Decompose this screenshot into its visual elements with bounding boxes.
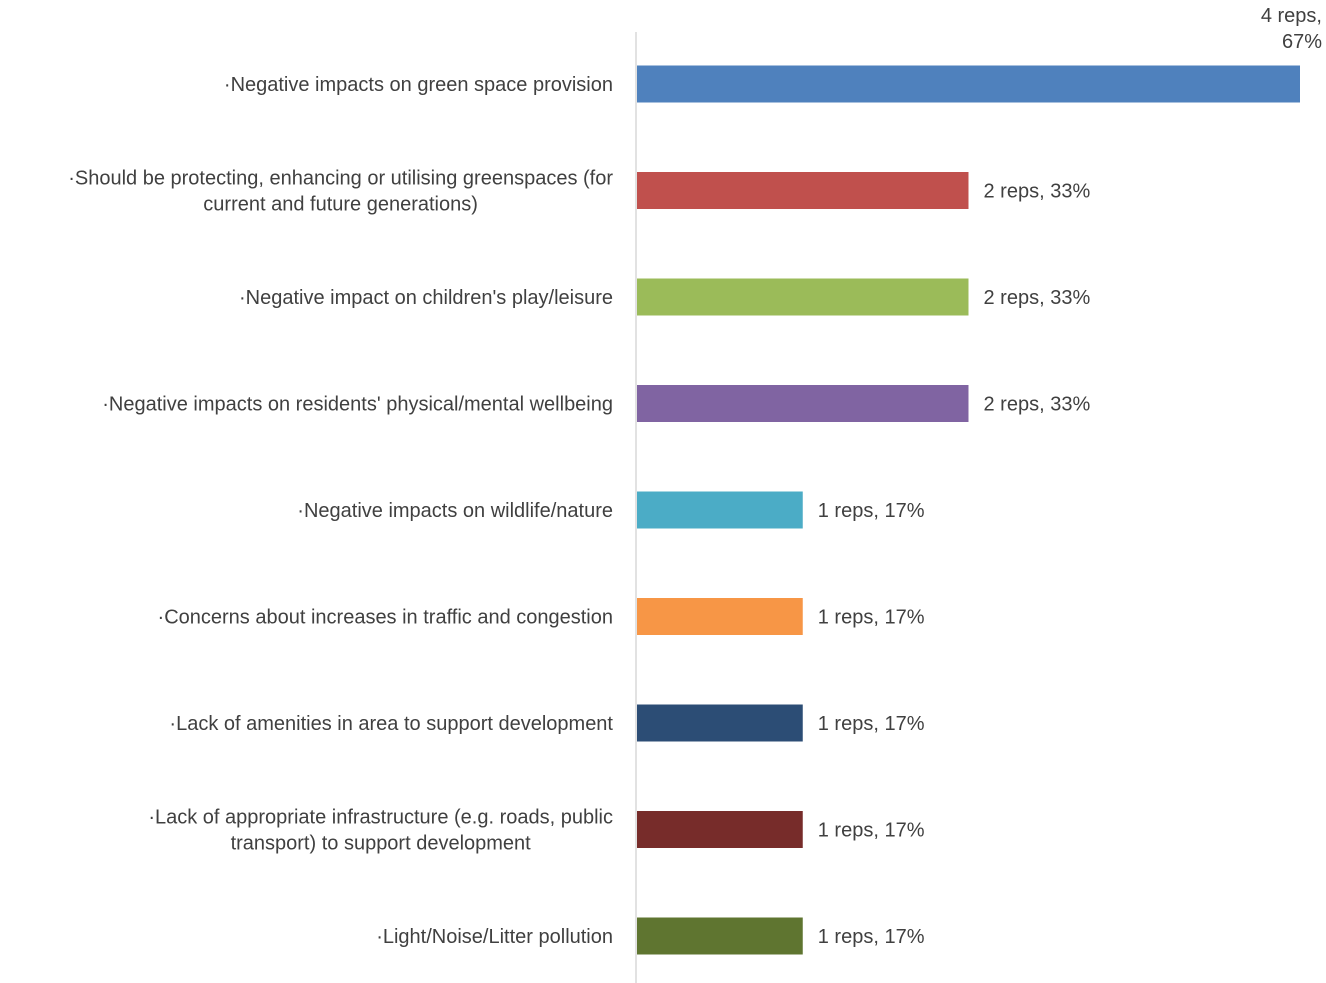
category-label-2: ·Should be protecting, enhancing or util… — [68, 168, 613, 216]
data-label-4: 2 reps, 33% — [984, 394, 1091, 416]
bar-7 — [637, 704, 803, 742]
data-label-3: 2 reps, 33% — [984, 287, 1091, 309]
bar-4 — [637, 385, 969, 422]
data-label-8: 1 reps, 17% — [818, 820, 925, 842]
data-label-9: 1 reps, 17% — [818, 926, 925, 948]
category-label-1: ·Negative impacts on green space provisi… — [224, 74, 613, 96]
category-label-5: ·Negative impacts on wildlife/nature — [297, 500, 613, 522]
data-labels-layer: 4 reps, 67% 2 reps, 33% 2 reps, 33% 2 reps, … — [818, 5, 1322, 948]
category-label-9: ·Light/Noise/Litter pollution — [376, 926, 613, 948]
bar-3 — [637, 278, 969, 316]
data-label-6: 1 reps, 17% — [818, 607, 925, 629]
bar-2 — [637, 172, 969, 209]
data-label-2: 2 reps, 33% — [984, 181, 1091, 203]
data-label-1: 4 reps, 67% — [1261, 5, 1322, 53]
data-label-7: 1 reps, 17% — [818, 713, 925, 735]
category-label-3: ·Negative impact on children's play/leis… — [239, 287, 613, 309]
category-label-8: ·Lack of appropriate infrastructure (e.g… — [148, 807, 613, 855]
category-labels-layer: ·Negative impacts on green space provisi… — [68, 74, 613, 948]
category-label-4: ·Negative impacts on residents' physical… — [102, 394, 613, 416]
bar-9 — [637, 917, 803, 955]
bar-6 — [637, 598, 803, 635]
bars-layer — [637, 65, 1300, 955]
data-label-5: 1 reps, 17% — [818, 500, 925, 522]
category-label-6: ·Concerns about increases in traffic and… — [158, 607, 613, 629]
category-label-7: ·Lack of amenities in area to support de… — [169, 713, 613, 735]
bar-1 — [637, 65, 1300, 103]
bar-8 — [637, 811, 803, 848]
bar-5 — [637, 491, 803, 529]
